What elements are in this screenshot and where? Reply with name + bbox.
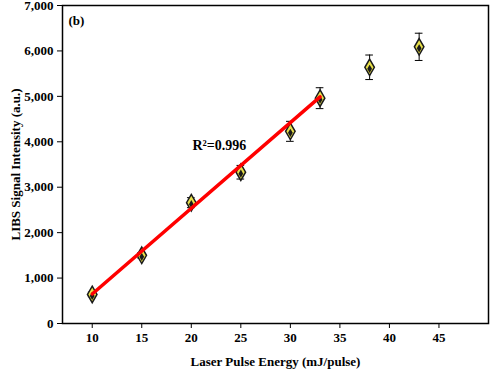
svg-text:R²=0.996: R²=0.996 — [193, 138, 247, 153]
svg-text:4,000: 4,000 — [24, 134, 53, 149]
svg-text:LIBS Signal Intensity (a.u.): LIBS Signal Intensity (a.u.) — [8, 88, 23, 240]
svg-text:7,000: 7,000 — [24, 0, 53, 13]
svg-text:0: 0 — [47, 316, 54, 331]
svg-text:(b): (b) — [69, 13, 85, 28]
svg-text:5,000: 5,000 — [24, 89, 53, 104]
svg-text:10: 10 — [86, 330, 99, 345]
svg-text:30: 30 — [284, 330, 297, 345]
svg-text:Laser Pulse Energy (mJ/pulse): Laser Pulse Energy (mJ/pulse) — [191, 354, 361, 369]
svg-text:3,000: 3,000 — [24, 179, 53, 194]
svg-text:40: 40 — [383, 330, 396, 345]
svg-text:1,000: 1,000 — [24, 270, 53, 285]
svg-text:2,000: 2,000 — [24, 225, 53, 240]
svg-text:35: 35 — [333, 330, 347, 345]
svg-text:6,000: 6,000 — [24, 43, 53, 58]
svg-text:20: 20 — [185, 330, 198, 345]
svg-text:15: 15 — [135, 330, 149, 345]
svg-text:25: 25 — [234, 330, 248, 345]
svg-text:45: 45 — [432, 330, 446, 345]
